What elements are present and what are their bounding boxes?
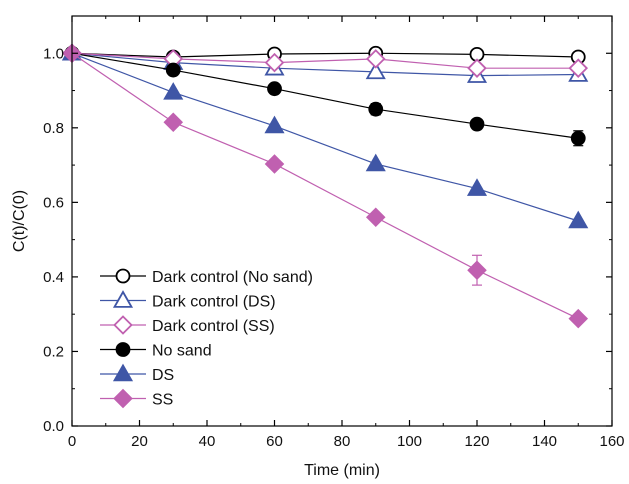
y-axis-label: C(t)/C(0) <box>11 190 28 252</box>
data-point <box>163 82 184 100</box>
legend-entry-4: DS <box>100 363 174 384</box>
legend-label: Dark control (SS) <box>152 318 275 335</box>
data-point <box>570 130 586 146</box>
legend-marker <box>115 268 131 284</box>
data-point <box>469 116 485 132</box>
series-line-0 <box>71 52 579 58</box>
series-2 <box>62 43 589 78</box>
x-tick-label: 0 <box>68 433 76 450</box>
legend-entry-3: No sand <box>100 342 212 360</box>
x-tick-label: 60 <box>266 433 283 450</box>
x-tick-label: 120 <box>464 433 489 450</box>
series-line-3 <box>71 52 579 139</box>
legend-label: Dark control (DS) <box>152 294 276 311</box>
x-axis-label: Time (min) <box>304 462 380 479</box>
data-point <box>165 62 181 78</box>
legend-entry-2: Dark control (SS) <box>100 315 275 335</box>
legend-label: SS <box>152 392 173 409</box>
legend-label: No sand <box>152 343 212 360</box>
data-point <box>365 49 386 69</box>
legend-entry-0: Dark control (No sand) <box>100 268 313 286</box>
legend-marker <box>113 388 133 409</box>
legend-entry-5: SS <box>100 388 173 409</box>
legend-label: DS <box>152 367 174 384</box>
data-point <box>568 210 589 229</box>
data-point <box>365 153 386 172</box>
series-layer <box>61 42 589 329</box>
x-tick-label: 160 <box>599 433 624 450</box>
series-line-4 <box>71 52 579 222</box>
data-point <box>365 61 386 80</box>
y-tick-label: 0.0 <box>43 418 64 435</box>
y-tick-label: 0.8 <box>43 120 64 137</box>
axes-layer <box>71 15 613 427</box>
data-point <box>264 52 285 73</box>
y-tick-label: 0.6 <box>43 194 64 211</box>
x-tick-label: 80 <box>334 433 351 450</box>
y-tick-label: 0.4 <box>43 269 64 286</box>
series-3 <box>64 45 586 147</box>
data-point <box>568 58 589 78</box>
series-line-1 <box>71 52 579 77</box>
x-tick-label: 100 <box>397 433 422 450</box>
series-1 <box>61 42 589 83</box>
series-line-5 <box>71 52 579 320</box>
legend-label: Dark control (No sand) <box>152 269 313 286</box>
data-point <box>365 207 386 228</box>
series-5 <box>62 43 589 329</box>
legend-marker <box>115 342 131 357</box>
y-tick-label: 0.2 <box>43 343 64 360</box>
x-tick-label: 40 <box>199 433 216 450</box>
series-4 <box>61 42 589 229</box>
legend-marker <box>112 363 134 382</box>
data-point <box>467 260 487 280</box>
data-point <box>267 81 282 97</box>
series-line-2 <box>71 52 579 69</box>
ticks-layer: 0 20 40 60 80 100 120 140 160 0.0 0.2 0.4 0.6 0.8 1.0 <box>43 15 625 450</box>
legend-entry-1: Dark control (DS) <box>100 290 276 311</box>
data-point <box>568 308 589 329</box>
plot-frame <box>71 15 613 427</box>
x-tick-label: 140 <box>532 433 557 450</box>
data-point <box>466 178 488 196</box>
data-point <box>264 115 285 134</box>
y-tick-label: 1.0 <box>43 45 64 62</box>
data-point <box>368 101 384 117</box>
legend: Dark control (No sand) Dark control (DS) D… <box>100 268 313 409</box>
x-tick-label: 20 <box>131 433 148 450</box>
data-point <box>163 112 184 133</box>
legend-marker <box>113 315 133 335</box>
data-point <box>467 58 487 78</box>
data-point <box>264 154 285 174</box>
legend-marker <box>112 290 134 308</box>
